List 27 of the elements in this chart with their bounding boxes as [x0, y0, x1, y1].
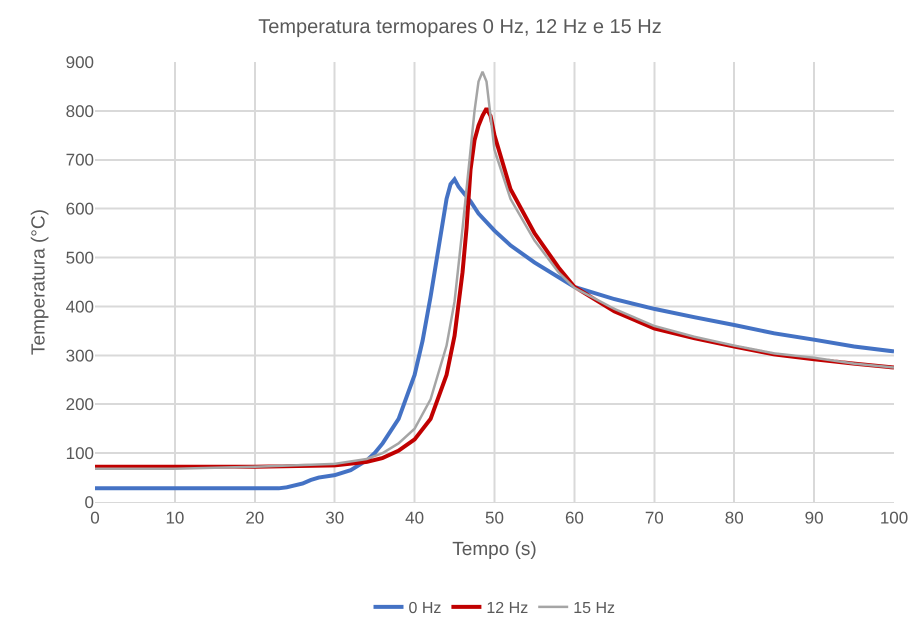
- y-tick-label: 100: [66, 444, 94, 464]
- x-tick-label: 10: [165, 508, 184, 528]
- legend-label: 12 Hz: [486, 600, 528, 618]
- y-tick-label: 0: [84, 492, 94, 512]
- x-tick-label: 40: [405, 508, 424, 528]
- chart-title: Temperatura termopares 0 Hz, 12 Hz e 15 Hz: [258, 16, 662, 38]
- y-tick-label: 600: [66, 200, 94, 219]
- legend-label: 0 Hz: [408, 600, 442, 618]
- y-tick-label: 900: [66, 52, 94, 72]
- x-tick-label: 80: [724, 508, 744, 528]
- y-tick-label: 700: [66, 150, 94, 170]
- y-tick-label: 400: [66, 297, 94, 316]
- x-tick-label: 70: [644, 508, 664, 528]
- x-tick-label: 100: [880, 508, 908, 528]
- y-tick-label: 200: [66, 395, 94, 414]
- y-tick-label: 800: [66, 102, 94, 121]
- line-series: [95, 177, 894, 490]
- x-axis-title: Tempo (s): [452, 539, 537, 560]
- y-tick-label: 500: [66, 248, 94, 268]
- x-tick-label: 90: [804, 508, 824, 528]
- y-axis-title: Temperatura (°C): [28, 209, 50, 355]
- x-tick-label: 50: [485, 508, 504, 528]
- x-tick-label: 30: [325, 508, 344, 528]
- x-tick-label: 20: [245, 508, 264, 528]
- legend-label: 15 Hz: [573, 600, 615, 618]
- x-tick-label: 60: [564, 508, 584, 528]
- y-tick-label: 300: [66, 346, 94, 366]
